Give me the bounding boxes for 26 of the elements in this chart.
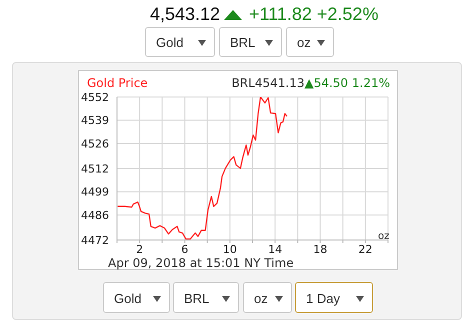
y-tick-label: 4499 bbox=[81, 186, 109, 199]
x-tick-label: 18 bbox=[313, 242, 328, 256]
text: Gold bbox=[156, 35, 184, 51]
text: BRL bbox=[230, 35, 256, 51]
y-tick-label: 4539 bbox=[81, 114, 109, 128]
x-tick-label: 10 bbox=[222, 242, 237, 256]
text: 1 Day bbox=[306, 290, 340, 306]
x-tick-label: 22 bbox=[358, 242, 372, 256]
x-tick-label: 2 bbox=[136, 242, 144, 256]
text: Apr 09, 2018 at 15:01 NY Time bbox=[108, 256, 294, 270]
text: Gold bbox=[114, 290, 142, 306]
text: oz bbox=[254, 290, 268, 306]
y-tick-label: 4526 bbox=[81, 137, 109, 150]
x-tick-label: 14 bbox=[268, 242, 282, 256]
text: BRL bbox=[184, 290, 210, 306]
y-tick-label: 4486 bbox=[81, 208, 109, 222]
text: 4,543.12 bbox=[150, 4, 220, 25]
x-tick-label: 6 bbox=[181, 242, 188, 256]
text: +111.82 +2.52% bbox=[249, 4, 378, 25]
text: oz bbox=[297, 35, 311, 51]
y-tick-label: 4512 bbox=[81, 162, 109, 176]
y-tick-label: 4472 bbox=[81, 234, 109, 247]
y-tick-label: 4552 bbox=[81, 90, 109, 104]
chart-subtitle: BRL4541.13▲54.50 1.21% bbox=[232, 76, 390, 90]
chart-title: Gold Price bbox=[87, 76, 148, 90]
annotation: oz bbox=[378, 231, 390, 242]
